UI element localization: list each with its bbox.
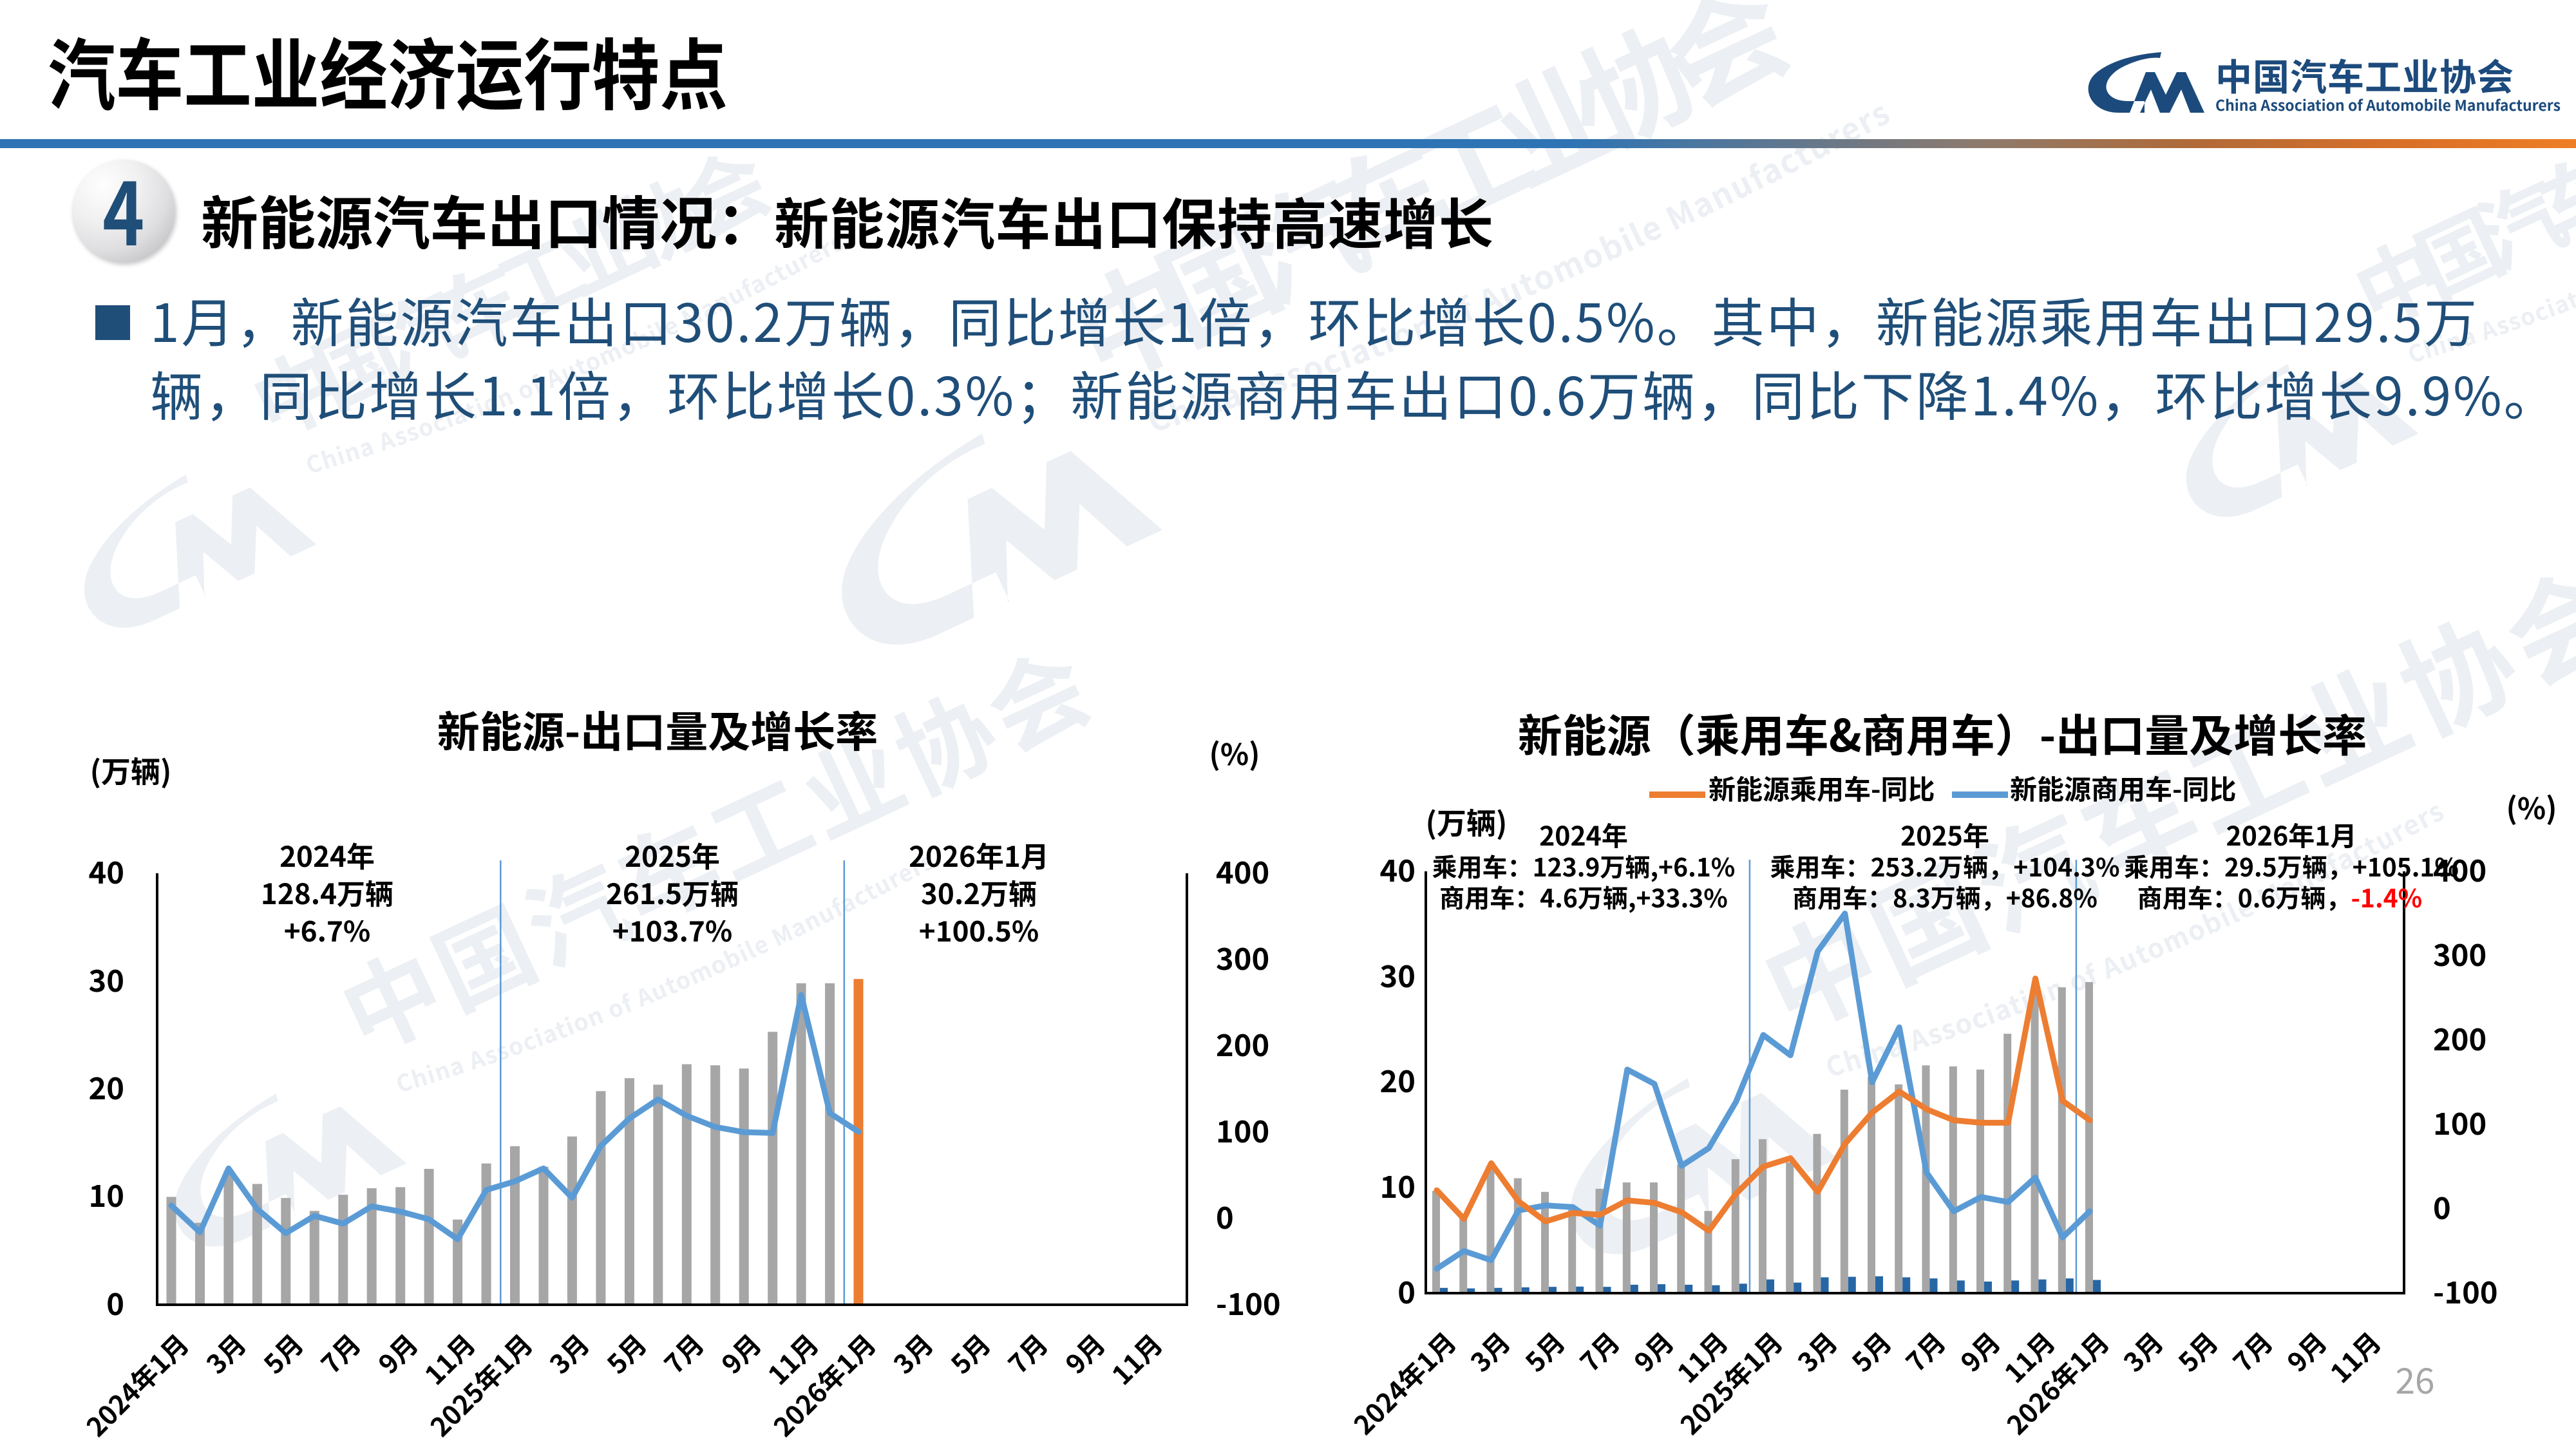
svg-text:200: 200 bbox=[1216, 1021, 1269, 1065]
svg-text:300: 300 bbox=[2433, 931, 2486, 975]
svg-text:+103.7%: +103.7% bbox=[612, 909, 732, 950]
svg-text:3月: 3月 bbox=[884, 1324, 941, 1381]
svg-text:5月: 5月 bbox=[941, 1324, 998, 1381]
svg-text:5月: 5月 bbox=[254, 1324, 311, 1381]
svg-text:3月: 3月 bbox=[2114, 1322, 2171, 1379]
svg-text:7月: 7月 bbox=[1896, 1322, 1953, 1379]
svg-text:7月: 7月 bbox=[1570, 1322, 1627, 1379]
svg-text:261.5万辆: 261.5万辆 bbox=[606, 871, 739, 913]
svg-text:乘用车：253.2万辆，+104.3%: 乘用车：253.2万辆，+104.3% bbox=[1770, 848, 2120, 884]
svg-text:9月: 9月 bbox=[1624, 1322, 1681, 1379]
svg-text:+6.7%: +6.7% bbox=[284, 909, 371, 950]
svg-text:3月: 3月 bbox=[1788, 1322, 1845, 1379]
svg-text:新能源商用车-同比: 新能源商用车-同比 bbox=[2010, 768, 2237, 808]
svg-text:200: 200 bbox=[2433, 1015, 2486, 1059]
svg-text:3月: 3月 bbox=[540, 1324, 597, 1381]
svg-text:5月: 5月 bbox=[1842, 1322, 1899, 1379]
svg-text:2024年: 2024年 bbox=[1539, 815, 1628, 853]
svg-text:7月: 7月 bbox=[2223, 1322, 2280, 1379]
svg-text:商用车：8.3万辆，+86.8%: 商用车：8.3万辆，+86.8% bbox=[1792, 879, 2098, 915]
svg-text:-100: -100 bbox=[2433, 1268, 2498, 1312]
svg-text:0: 0 bbox=[1397, 1268, 1416, 1312]
svg-text:10: 10 bbox=[1380, 1162, 1416, 1207]
svg-text:(万辆): (万辆) bbox=[1426, 800, 1508, 843]
svg-text:20: 20 bbox=[1380, 1057, 1416, 1101]
svg-text:(万辆): (万辆) bbox=[90, 749, 172, 791]
svg-text:30: 30 bbox=[1380, 952, 1416, 996]
svg-text:-100: -100 bbox=[1216, 1280, 1281, 1324]
svg-text:0: 0 bbox=[1216, 1193, 1234, 1238]
svg-text:(%): (%) bbox=[1209, 732, 1260, 774]
svg-text:2026年1月: 2026年1月 bbox=[909, 834, 1049, 875]
svg-text:2025年: 2025年 bbox=[625, 834, 720, 875]
svg-text:40: 40 bbox=[89, 848, 124, 893]
svg-text:乘用车：123.9万辆,+6.1%: 乘用车：123.9万辆,+6.1% bbox=[1432, 848, 1736, 884]
svg-text:9月: 9月 bbox=[2277, 1322, 2334, 1379]
svg-text:+100.5%: +100.5% bbox=[919, 909, 1039, 950]
svg-text:2026年1月: 2026年1月 bbox=[2226, 815, 2357, 853]
svg-text:7月: 7月 bbox=[998, 1324, 1056, 1381]
svg-text:30.2万辆: 30.2万辆 bbox=[921, 871, 1037, 913]
svg-text:400: 400 bbox=[1216, 848, 1269, 893]
svg-text:128.4万辆: 128.4万辆 bbox=[261, 871, 393, 913]
svg-text:9月: 9月 bbox=[368, 1324, 426, 1381]
svg-text:10: 10 bbox=[89, 1171, 124, 1216]
svg-text:20: 20 bbox=[89, 1064, 124, 1108]
svg-text:100: 100 bbox=[2433, 1099, 2486, 1144]
svg-text:2024年1月: 2024年1月 bbox=[77, 1324, 196, 1444]
svg-text:400: 400 bbox=[2433, 846, 2486, 891]
svg-text:2025年: 2025年 bbox=[1900, 815, 1989, 853]
svg-text:100: 100 bbox=[1216, 1107, 1269, 1151]
svg-text:7月: 7月 bbox=[311, 1324, 368, 1381]
svg-text:11月: 11月 bbox=[2320, 1322, 2389, 1390]
svg-text:0: 0 bbox=[2433, 1184, 2451, 1228]
svg-text:2024年: 2024年 bbox=[279, 834, 375, 875]
svg-text:商用车：0.6万辆，-1.4%: 商用车：0.6万辆，-1.4% bbox=[2137, 879, 2422, 915]
svg-text:新能源-出口量及增长率: 新能源-出口量及增长率 bbox=[437, 698, 878, 760]
svg-text:(%): (%) bbox=[2506, 786, 2557, 828]
svg-text:11月: 11月 bbox=[1102, 1324, 1170, 1392]
svg-text:40: 40 bbox=[1380, 846, 1416, 891]
svg-text:乘用车：29.5万辆，+105.1%: 乘用车：29.5万辆，+105.1% bbox=[2124, 848, 2459, 884]
svg-text:9月: 9月 bbox=[1951, 1322, 2008, 1379]
svg-text:9月: 9月 bbox=[1056, 1324, 1113, 1381]
svg-text:5月: 5月 bbox=[597, 1324, 654, 1381]
svg-text:商用车：4.6万辆,+33.3%: 商用车：4.6万辆,+33.3% bbox=[1439, 879, 1728, 915]
svg-text:3月: 3月 bbox=[1461, 1322, 1518, 1379]
svg-text:2024年1月: 2024年1月 bbox=[1344, 1322, 1464, 1442]
svg-text:5月: 5月 bbox=[2168, 1322, 2226, 1379]
svg-text:7月: 7月 bbox=[654, 1324, 712, 1381]
svg-text:0: 0 bbox=[106, 1280, 124, 1324]
svg-text:9月: 9月 bbox=[712, 1324, 769, 1381]
svg-text:300: 300 bbox=[1216, 934, 1269, 979]
svg-text:新能源（乘用车&商用车）-出口量及增长率: 新能源（乘用车&商用车）-出口量及增长率 bbox=[1518, 700, 2367, 764]
svg-text:新能源乘用车-同比: 新能源乘用车-同比 bbox=[1709, 768, 1935, 808]
svg-text:30: 30 bbox=[89, 956, 124, 1001]
svg-text:3月: 3月 bbox=[196, 1324, 254, 1381]
svg-text:5月: 5月 bbox=[1515, 1322, 1573, 1379]
